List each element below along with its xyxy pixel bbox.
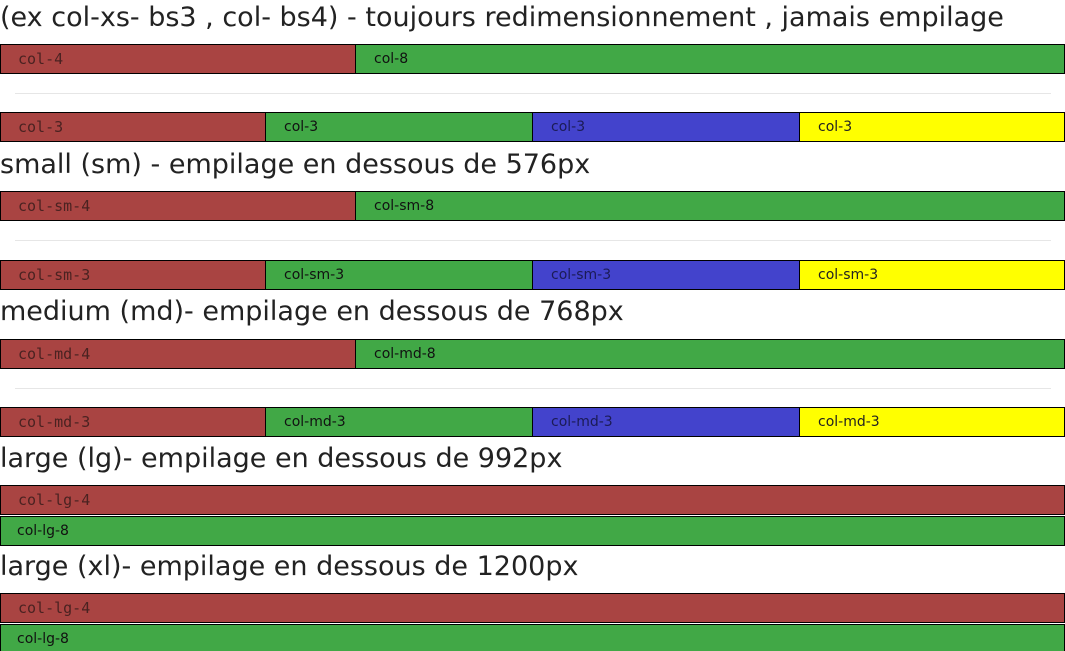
section-title-lg: large (lg)- empilage en dessous de 992px xyxy=(0,443,563,474)
divider xyxy=(15,93,1051,94)
grid-row: col-sm-3 col-sm-3 col-sm-3 col-sm-3 xyxy=(0,260,1065,290)
grid-col: col-lg-4 xyxy=(0,593,1065,623)
grid-row: col-lg-8 xyxy=(0,516,1065,546)
grid-col: col-sm-4 xyxy=(0,191,356,221)
grid-col: col-3 xyxy=(533,112,800,142)
divider xyxy=(15,240,1051,241)
grid-col: col-md-4 xyxy=(0,339,356,369)
grid-col: col-sm-3 xyxy=(533,260,800,290)
section-title-sm: small (sm) - empilage en dessous de 576p… xyxy=(0,149,591,180)
grid-col: col-3 xyxy=(266,112,533,142)
grid-col: col-3 xyxy=(800,112,1065,142)
section-title-xl: large (xl)- empilage en dessous de 1200p… xyxy=(0,551,579,582)
divider xyxy=(15,388,1051,389)
grid-col: col-3 xyxy=(0,112,266,142)
grid-col: col-sm-8 xyxy=(356,191,1065,221)
grid-row: col-3 col-3 col-3 col-3 xyxy=(0,112,1065,142)
section-title-md: medium (md)- empilage en dessous de 768p… xyxy=(0,296,624,327)
grid-row: col-lg-4 xyxy=(0,593,1065,623)
grid-col: col-md-3 xyxy=(533,407,800,437)
grid-row: col-4 col-8 xyxy=(0,44,1065,74)
grid-col: col-sm-3 xyxy=(266,260,533,290)
grid-row: col-md-3 col-md-3 col-md-3 col-md-3 xyxy=(0,407,1065,437)
grid-row: col-md-4 col-md-8 xyxy=(0,339,1065,369)
grid-col: col-md-8 xyxy=(356,339,1065,369)
grid-row: col-lg-4 xyxy=(0,485,1065,515)
grid-col: col-md-3 xyxy=(800,407,1065,437)
grid-row: col-lg-8 xyxy=(0,624,1065,651)
grid-col: col-sm-3 xyxy=(0,260,266,290)
grid-col: col-sm-3 xyxy=(800,260,1065,290)
grid-col: col-md-3 xyxy=(0,407,266,437)
grid-col: col-lg-8 xyxy=(0,516,1065,546)
grid-row: col-sm-4 col-sm-8 xyxy=(0,191,1065,221)
grid-col: col-lg-8 xyxy=(0,624,1065,651)
grid-col: col-md-3 xyxy=(266,407,533,437)
section-title-xs: (ex col-xs- bs3 , col- bs4) - toujours r… xyxy=(0,2,1004,33)
grid-col: col-8 xyxy=(356,44,1065,74)
grid-col: col-4 xyxy=(0,44,356,74)
grid-col: col-lg-4 xyxy=(0,485,1065,515)
